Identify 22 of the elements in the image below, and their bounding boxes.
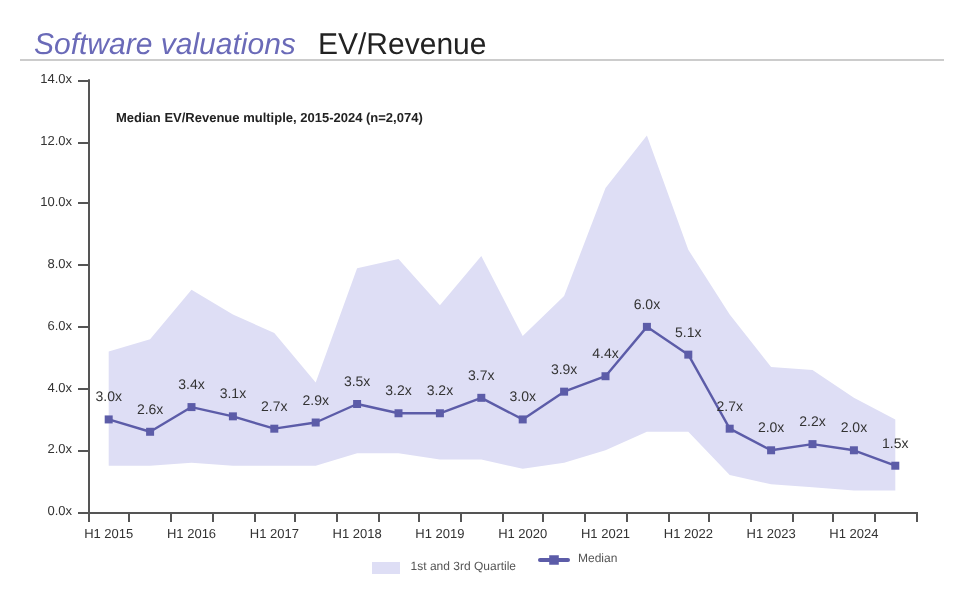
- point: [435, 409, 444, 418]
- point: [146, 427, 155, 436]
- point: [311, 418, 320, 427]
- point: [642, 322, 651, 331]
- point: [518, 415, 527, 424]
- point: [601, 372, 610, 381]
- point: [560, 387, 569, 396]
- point: [228, 412, 237, 421]
- point: [684, 350, 693, 359]
- chart-title: Software valuations: [34, 28, 297, 62]
- chart-subtitle: EV/Revenue: [318, 28, 487, 62]
- point: [353, 400, 362, 408]
- point: [891, 461, 900, 470]
- point: [270, 424, 279, 433]
- point: [104, 415, 113, 424]
- point: [767, 446, 776, 455]
- point: [849, 446, 858, 455]
- point: [394, 409, 403, 418]
- point: [725, 424, 734, 433]
- point: [808, 440, 817, 449]
- point: [187, 403, 196, 412]
- point: [477, 393, 486, 402]
